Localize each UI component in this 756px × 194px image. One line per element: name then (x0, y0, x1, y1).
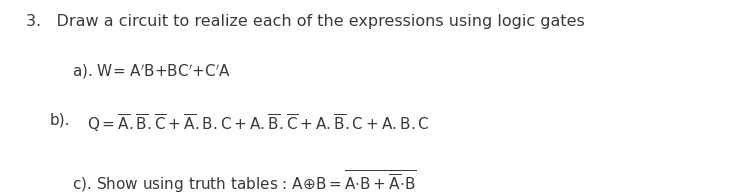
Text: a). W= A$'$B+BC$'$+C$'$A: a). W= A$'$B+BC$'$+C$'$A (72, 62, 231, 81)
Text: c). Show using truth tables : $\mathrm{A{\oplus}B=\overline{A{\cdot}B+\overline{: c). Show using truth tables : $\mathrm{A… (72, 169, 417, 194)
Text: b).: b). (49, 113, 70, 127)
Text: $\mathrm{Q=\overline{A}.\overline{B}.\overline{C}+\overline{A}.B.C+A.\overline{B: $\mathrm{Q=\overline{A}.\overline{B}.\ov… (87, 113, 429, 134)
Text: 3.   Draw a circuit to realize each of the expressions using logic gates: 3. Draw a circuit to realize each of the… (26, 14, 585, 29)
